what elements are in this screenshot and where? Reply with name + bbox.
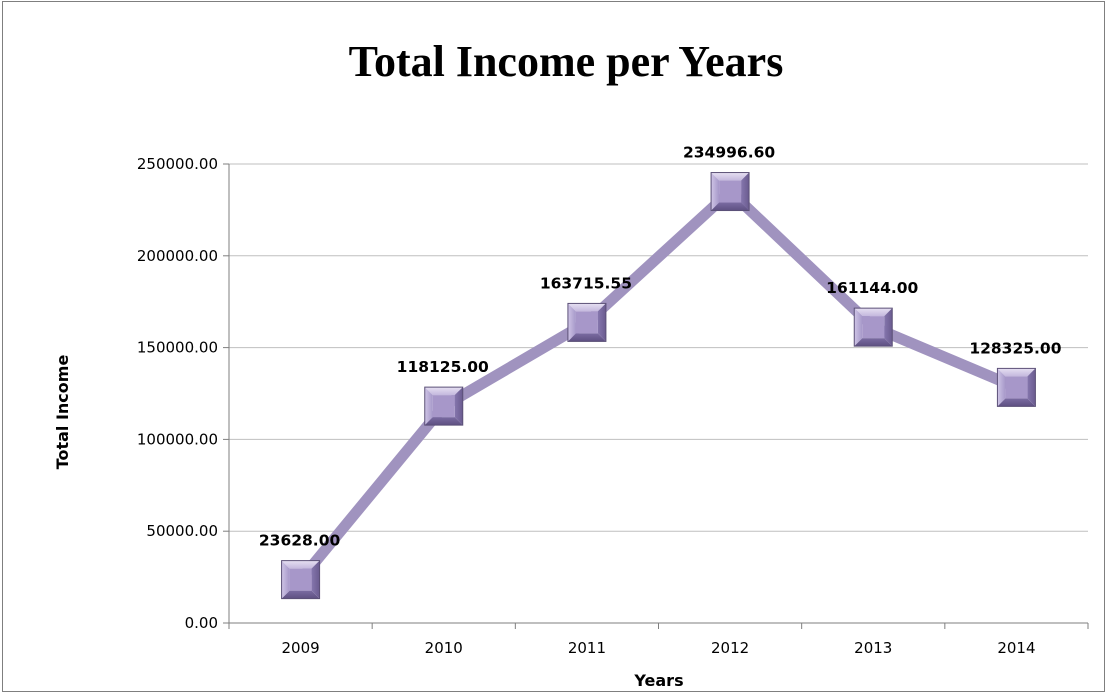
y-tick-label: 250000.00 <box>137 155 218 173</box>
series-line <box>295 186 1022 586</box>
x-tick-label: 2014 <box>997 639 1035 657</box>
x-tick-label: 2011 <box>568 639 606 657</box>
y-tick-label: 0.00 <box>185 614 218 632</box>
x-tick-label: 2009 <box>281 639 319 657</box>
data-label: 161144.00 <box>826 279 918 297</box>
x-axis-ticks: 2009 2010 2011 2012 2013 2014 <box>228 623 1089 657</box>
y-tick-label: 200000.00 <box>137 247 218 265</box>
x-tick-label: 2013 <box>854 639 892 657</box>
data-label: 23628.00 <box>259 532 341 550</box>
data-label: 234996.60 <box>683 144 775 162</box>
chart-title: Total Income per Years <box>349 37 784 86</box>
y-tick-label: 150000.00 <box>137 339 218 357</box>
y-axis-ticks: 0.00 50000.00 100000.00 150000.00 200000.00 2… <box>137 155 229 632</box>
data-point-marker <box>853 307 893 347</box>
data-point-marker <box>424 386 464 426</box>
data-label: 118125.00 <box>397 358 489 376</box>
y-tick-label: 50000.00 <box>146 522 218 540</box>
gridlines <box>229 163 1088 532</box>
x-axis-label: Years <box>633 671 683 690</box>
x-tick-label: 2012 <box>711 639 749 657</box>
x-tick-label: 2010 <box>425 639 463 657</box>
data-point-marker <box>281 560 321 600</box>
data-point-marker <box>996 367 1036 407</box>
data-point-marker <box>710 172 750 212</box>
data-labels: 23628.00 118125.00 163715.55 234996.60 16114… <box>259 144 1062 550</box>
data-label: 163715.55 <box>540 274 632 292</box>
data-point-marker <box>567 302 607 342</box>
data-label: 128325.00 <box>969 339 1061 357</box>
series-markers <box>281 172 1036 600</box>
y-tick-label: 100000.00 <box>137 430 218 448</box>
y-axis-label: Total Income <box>53 355 72 470</box>
